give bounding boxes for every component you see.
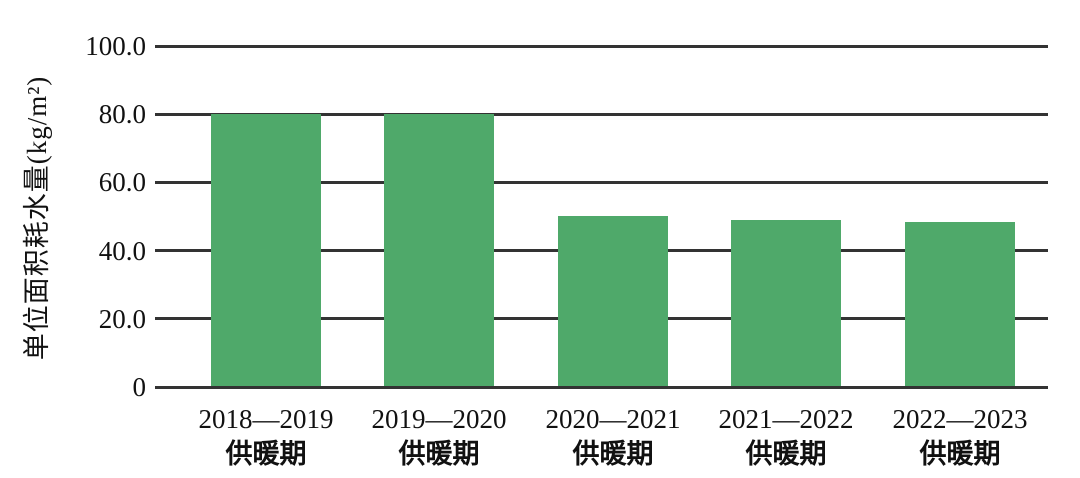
plot-area [155,44,1048,389]
x-category-label: 2021—2022 供暖期 [676,402,896,472]
gridline [155,180,1048,184]
x-category-period: 供暖期 [225,439,307,469]
x-category-year: 2019—2020 [371,404,507,434]
y-tick-label: 0 [132,372,147,402]
y-tick-label: 60.0 [98,167,146,198]
x-category-label: 2020—2021 供暖期 [503,402,723,472]
x-category-year: 2021—2022 [718,404,854,434]
y-tick-label: 20.0 [98,303,146,334]
x-category-period: 供暖期 [919,439,1001,469]
x-category-year: 2020—2021 [545,404,681,434]
y-axis-tick-labels: 0 20.0 40.0 60.0 80.0 100.0 [0,0,146,478]
gridline [155,112,1048,116]
bar [558,216,668,387]
x-category-period: 供暖期 [398,439,480,469]
x-category-label: 2019—2020 供暖期 [329,402,549,472]
x-category-label: 2022—2023 供暖期 [850,402,1070,472]
gridline [155,44,1048,48]
bar [905,221,1015,387]
y-tick-label: 80.0 [98,99,146,130]
x-category-period: 供暖期 [572,439,654,469]
x-category-period: 供暖期 [745,439,827,469]
x-category-year: 2018—2019 [198,404,334,434]
x-category-label: 2018—2019 供暖期 [156,402,376,472]
x-category-year: 2022—2023 [892,404,1028,434]
y-tick-label: 100.0 [85,31,146,61]
bar [211,114,321,387]
y-tick-label: 40.0 [98,235,146,266]
bar [384,114,494,387]
x-axis-labels: 2018—2019 供暖期 2019—2020 供暖期 2020—2021 供暖期 2021… [155,402,1048,478]
x-axis-line [155,385,1048,389]
bar [731,219,841,387]
